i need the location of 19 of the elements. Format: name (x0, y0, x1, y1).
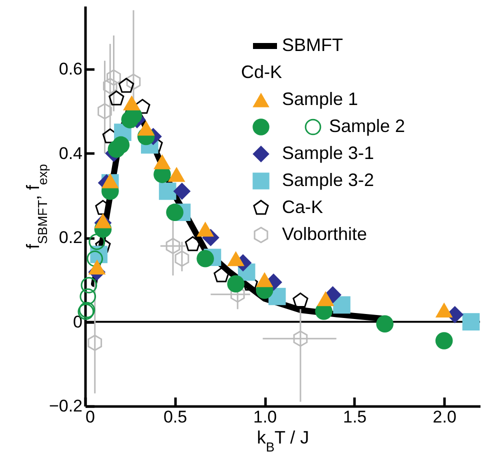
y-tick-label: 0.6 (58, 60, 82, 79)
x-tick-label: 1.5 (343, 408, 367, 426)
annotation: Cd-K (241, 62, 282, 82)
y-tick-label: 0.4 (58, 144, 82, 163)
x-tick-label: 1.0 (253, 408, 277, 426)
legend-label: Sample 3-1 (282, 143, 374, 163)
y-tick-label: 0.2 (58, 228, 82, 248)
x-tick-label: 0.5 (163, 408, 188, 426)
x-tick-label: 0 (86, 408, 95, 426)
legend-label: Ca-K (282, 197, 324, 217)
legend-label: Sample 2 (329, 116, 406, 136)
y-tick-label: −0.2 (48, 396, 82, 416)
legend-label: Sample 1 (282, 89, 358, 109)
x-axis-title: k$_{B}$T / J (256, 428, 310, 454)
x-tick-label: 2.0 (432, 408, 456, 426)
legend-label: SBMFT (282, 35, 343, 55)
legend-label: Volborthite (282, 224, 368, 244)
legend-label: Sample 3-2 (282, 170, 374, 190)
y-tick-label: 0 (73, 312, 82, 332)
